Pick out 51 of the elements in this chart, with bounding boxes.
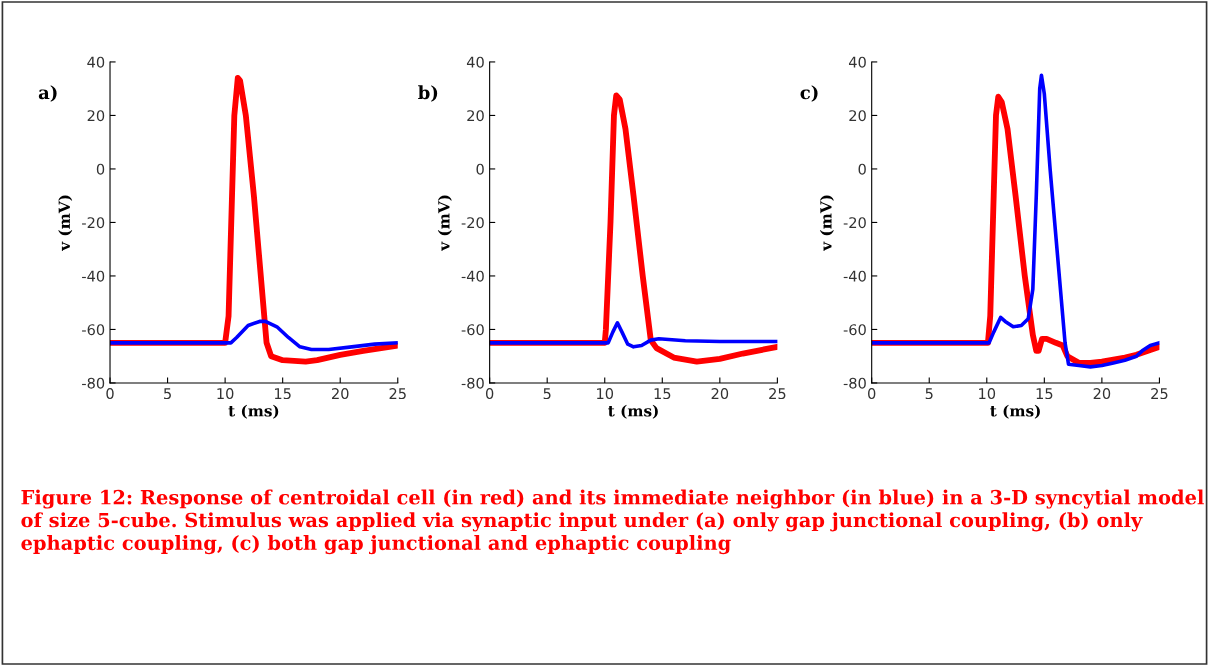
y-tick-label: -80 [843,377,866,389]
x-tick-label: 25 [389,388,406,400]
y-tick-label: 20 [467,110,484,122]
y-tick-label: 20 [87,110,105,122]
x-tick-label: 20 [332,388,349,400]
x-tick-label: 20 [711,388,729,400]
y-tick-label: 20 [849,110,866,122]
y-tick-label: 40 [848,56,866,68]
y-axis-title: v (mV) [819,195,834,252]
x-tick-label: 15 [274,388,291,400]
text: b) [418,85,438,102]
y-tick-label: -20 [843,217,866,229]
y-tick-label: -60 [843,324,866,336]
y-tick-label: -80 [461,377,484,389]
y-tick-label: 40 [466,56,484,68]
line-series [489,320,778,349]
x-tick-label: 5 [543,388,551,400]
x-axis-title: t (ms) [990,404,1040,419]
y-axis-title: v (mV) [437,195,452,252]
y-tick-label: -40 [461,270,484,282]
x-tick-label: 0 [106,388,114,400]
x-tick-label: 25 [769,388,786,400]
text: c) [800,85,818,102]
caption: Figure 12: Response of centroidal cell (in red) and its immediate neighbor (in blue) in a 3-D syncytial model of size 5-cube. Stimulus was applied via synaptic input under (a) only gap junctional coupling, (b) only ephaptic coupling, (c) both gap junctional and ephaptic coupling [21,489,1204,555]
text: a) [38,85,57,102]
x-tick-label: 15 [654,388,671,400]
x-axis-title: t (ms) [228,404,279,419]
x-tick-label: 0 [485,388,494,400]
y-tick-label: -40 [843,270,866,282]
x-tick-label: 5 [164,388,171,400]
y-tick-label: -80 [82,377,105,389]
y-tick-label: -60 [461,324,484,336]
y-tick-label: -20 [461,217,484,229]
y-tick-label: 0 [858,163,866,175]
x-axis-title: t (ms) [608,404,658,419]
x-tick-label: 10 [217,388,234,400]
x-tick-label: 15 [1036,388,1053,400]
x-tick-label: 0 [868,388,876,400]
y-tick-label: 40 [87,56,105,68]
x-tick-label: 25 [1151,388,1168,400]
y-axis-title: v (mV) [58,195,73,252]
line-series [110,319,398,352]
y-tick-label: -60 [82,324,105,336]
x-tick-label: 5 [925,388,933,400]
x-tick-label: 10 [979,388,996,400]
y-tick-label: -20 [82,217,105,229]
x-tick-label: 20 [1093,388,1111,400]
x-tick-label: 10 [597,388,614,400]
y-tick-label: 0 [476,163,484,175]
y-tick-label: 0 [96,163,105,175]
y-tick-label: -40 [82,270,105,282]
